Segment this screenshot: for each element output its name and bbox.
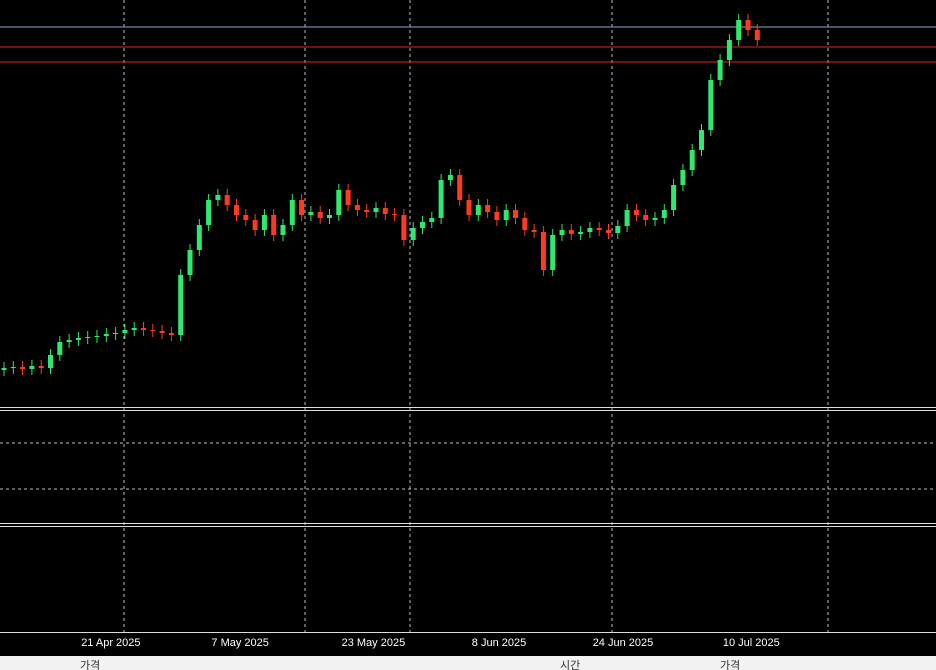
candle-body <box>289 200 295 225</box>
candle-body <box>1 368 7 370</box>
candle-body <box>327 215 332 218</box>
candle-body <box>150 330 156 331</box>
candle-body <box>317 212 323 218</box>
candle-body <box>503 210 509 220</box>
candle-body <box>726 40 732 60</box>
candle-body <box>513 210 518 218</box>
candle-body <box>113 333 119 334</box>
candle-body <box>234 205 239 215</box>
candle-body <box>354 205 360 210</box>
candle-body <box>699 130 704 150</box>
candle-body <box>252 220 258 230</box>
candle-body <box>373 208 379 212</box>
candle-body <box>540 232 546 270</box>
candle-body <box>141 328 146 330</box>
candle-body <box>624 210 630 226</box>
table-header-label: 가격 <box>80 659 100 670</box>
x-tick-label: 10 Jul 2025 <box>723 637 780 649</box>
candle-body <box>336 190 342 215</box>
candle-body <box>382 208 388 214</box>
candle-body <box>159 331 165 333</box>
candle-body <box>196 225 202 250</box>
candle-body <box>633 210 639 215</box>
candle-body <box>466 200 472 215</box>
candle-body <box>271 215 277 235</box>
candle-body <box>29 366 35 369</box>
candle-body <box>522 218 528 230</box>
x-tick-label: 24 Jun 2025 <box>593 637 654 649</box>
grid <box>0 0 936 632</box>
candle-body <box>410 228 416 240</box>
candles <box>1 14 760 376</box>
candle-body <box>85 337 91 338</box>
candle-body <box>475 205 481 215</box>
candle-body <box>736 20 742 40</box>
candle-body <box>708 80 714 130</box>
candle-body <box>754 30 760 40</box>
candle-body <box>494 212 500 220</box>
candle-body <box>224 195 230 205</box>
candle-body <box>168 333 174 335</box>
candle-body <box>680 170 686 185</box>
candle-body <box>345 190 351 205</box>
candle-body <box>20 367 26 369</box>
candle-body <box>420 222 425 228</box>
candle-body <box>75 338 81 340</box>
candle-body <box>401 215 407 240</box>
candle-body <box>38 366 44 368</box>
candle-body <box>745 20 751 30</box>
x-tick-label: 23 May 2025 <box>342 637 406 649</box>
candle-body <box>531 230 537 232</box>
candle-body <box>559 230 565 235</box>
candle-body <box>661 210 667 218</box>
candle-body <box>243 215 249 220</box>
candle-body <box>717 60 723 80</box>
candle-body <box>615 226 621 233</box>
candle-body <box>299 200 305 215</box>
candle-body <box>606 230 611 233</box>
candle-body <box>48 355 53 368</box>
candle-body <box>10 367 16 368</box>
candle-body <box>438 180 444 218</box>
candle-body <box>364 210 370 212</box>
panel-separators <box>0 407 936 633</box>
candle-body <box>457 175 463 200</box>
candle-body <box>94 336 100 337</box>
candle-body <box>131 328 137 330</box>
candle-body <box>103 334 109 336</box>
table-header-label: 시간 <box>560 659 580 670</box>
candle-body <box>671 185 677 210</box>
candle-body <box>568 230 574 234</box>
candle-body <box>280 225 286 235</box>
candle-body <box>643 215 649 220</box>
candle-body <box>392 214 398 215</box>
table-header-strip <box>0 656 936 670</box>
candle-body <box>587 228 593 232</box>
x-tick-label: 21 Apr 2025 <box>81 637 140 649</box>
x-tick-label: 8 Jun 2025 <box>472 637 526 649</box>
candle-body <box>578 232 584 234</box>
candle-body <box>550 235 556 270</box>
candle-body <box>596 228 602 230</box>
candle-body <box>206 200 212 225</box>
candle-body <box>178 275 184 335</box>
candle-body <box>689 150 695 170</box>
table-header-label: 가격 <box>720 659 740 670</box>
x-tick-label: 7 May 2025 <box>211 637 268 649</box>
candle-body <box>215 195 221 200</box>
candle-body <box>187 250 193 275</box>
candle-body <box>308 212 314 215</box>
candle-body <box>447 175 453 180</box>
candle-body <box>57 342 63 355</box>
candle-body <box>66 340 72 342</box>
candle-body <box>261 215 267 230</box>
candle-body <box>485 205 491 212</box>
candle-body <box>652 218 658 220</box>
candle-body <box>429 218 435 222</box>
candle-body <box>122 330 128 333</box>
